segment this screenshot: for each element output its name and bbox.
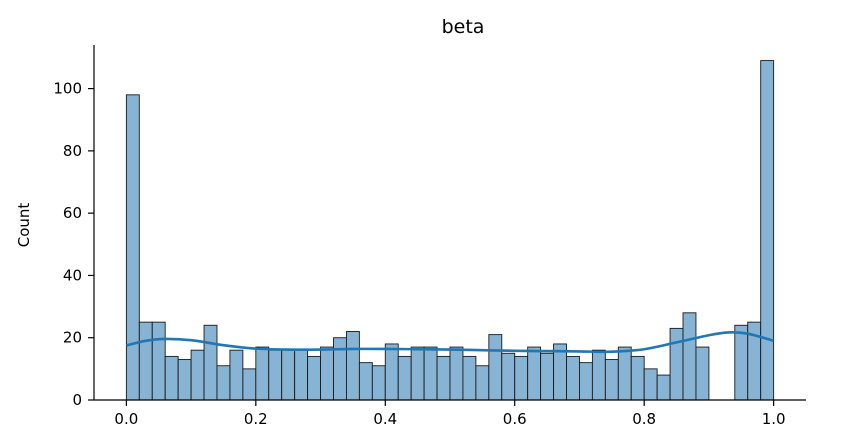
histogram-bar <box>423 346 438 401</box>
histogram-bar <box>268 349 283 401</box>
histogram-bar <box>540 352 555 401</box>
x-tick-label: 0.8 <box>632 410 656 428</box>
histogram-bar <box>591 349 606 401</box>
histogram-bar <box>734 324 749 401</box>
y-tick-label: 60 <box>63 204 82 222</box>
y-tick-label: 20 <box>63 329 82 347</box>
x-tick-label: 0.0 <box>114 410 138 428</box>
kde-curve-group <box>126 331 774 354</box>
histogram-bar <box>333 337 347 401</box>
histogram-bar <box>125 94 140 401</box>
histogram-bar <box>527 346 542 401</box>
axes <box>93 45 806 401</box>
histogram-bar <box>579 362 593 401</box>
histogram-bar <box>371 365 386 401</box>
histogram-bar <box>436 355 451 401</box>
histogram-bar <box>216 365 231 401</box>
x-tick-label: 0.6 <box>503 410 527 428</box>
histogram-bar <box>760 60 775 401</box>
histogram-bar <box>281 349 296 401</box>
histogram-bar <box>566 355 580 401</box>
histogram-bar <box>307 355 321 401</box>
histogram-bar <box>151 321 166 401</box>
histogram-bar <box>255 346 270 401</box>
histogram-bar <box>604 359 619 401</box>
histogram-bar <box>410 346 425 401</box>
histogram-bar <box>320 346 334 401</box>
histogram-bar <box>358 362 373 401</box>
y-tick-label: 0 <box>72 391 82 409</box>
histogram-bar <box>345 331 360 401</box>
histogram-bar <box>462 355 477 401</box>
histogram-bar <box>501 352 516 401</box>
histogram-bar <box>397 355 412 401</box>
histogram-bar <box>475 365 490 401</box>
histogram-bar <box>643 368 658 401</box>
histogram-bar <box>294 349 309 401</box>
histogram-bar <box>514 355 529 401</box>
x-tick-label: 0.2 <box>244 410 268 428</box>
x-tick-label: 0.4 <box>373 410 397 428</box>
y-axis-ticks: 0 20 40 60 80 100 <box>53 80 94 409</box>
histogram-bar <box>138 321 153 401</box>
histogram-bar <box>203 324 218 401</box>
histogram-bar <box>656 374 671 401</box>
y-tick-label: 100 <box>53 80 82 98</box>
y-axis-title: Count <box>15 203 33 248</box>
y-tick-label: 80 <box>63 142 82 160</box>
histogram-bar <box>229 349 244 401</box>
x-axis-ticks: 0.0 0.2 0.4 0.6 0.8 1.0 <box>114 400 786 428</box>
histogram-bar <box>449 346 464 401</box>
histogram-bar <box>488 334 503 401</box>
histogram-bar <box>682 312 697 401</box>
histogram-bar <box>177 359 192 401</box>
histogram-bar <box>630 355 645 401</box>
y-tick-label: 40 <box>63 266 82 284</box>
histogram-bar <box>617 346 632 401</box>
histogram-bar <box>190 349 205 401</box>
histogram-bar <box>164 355 179 401</box>
kde-line <box>126 331 774 354</box>
histogram-bar <box>242 368 257 401</box>
histogram-bar <box>669 327 684 401</box>
chart-title: beta <box>442 16 485 38</box>
histogram-bar <box>695 346 710 401</box>
x-tick-label: 1.0 <box>762 410 786 428</box>
histogram-bar <box>384 343 399 401</box>
